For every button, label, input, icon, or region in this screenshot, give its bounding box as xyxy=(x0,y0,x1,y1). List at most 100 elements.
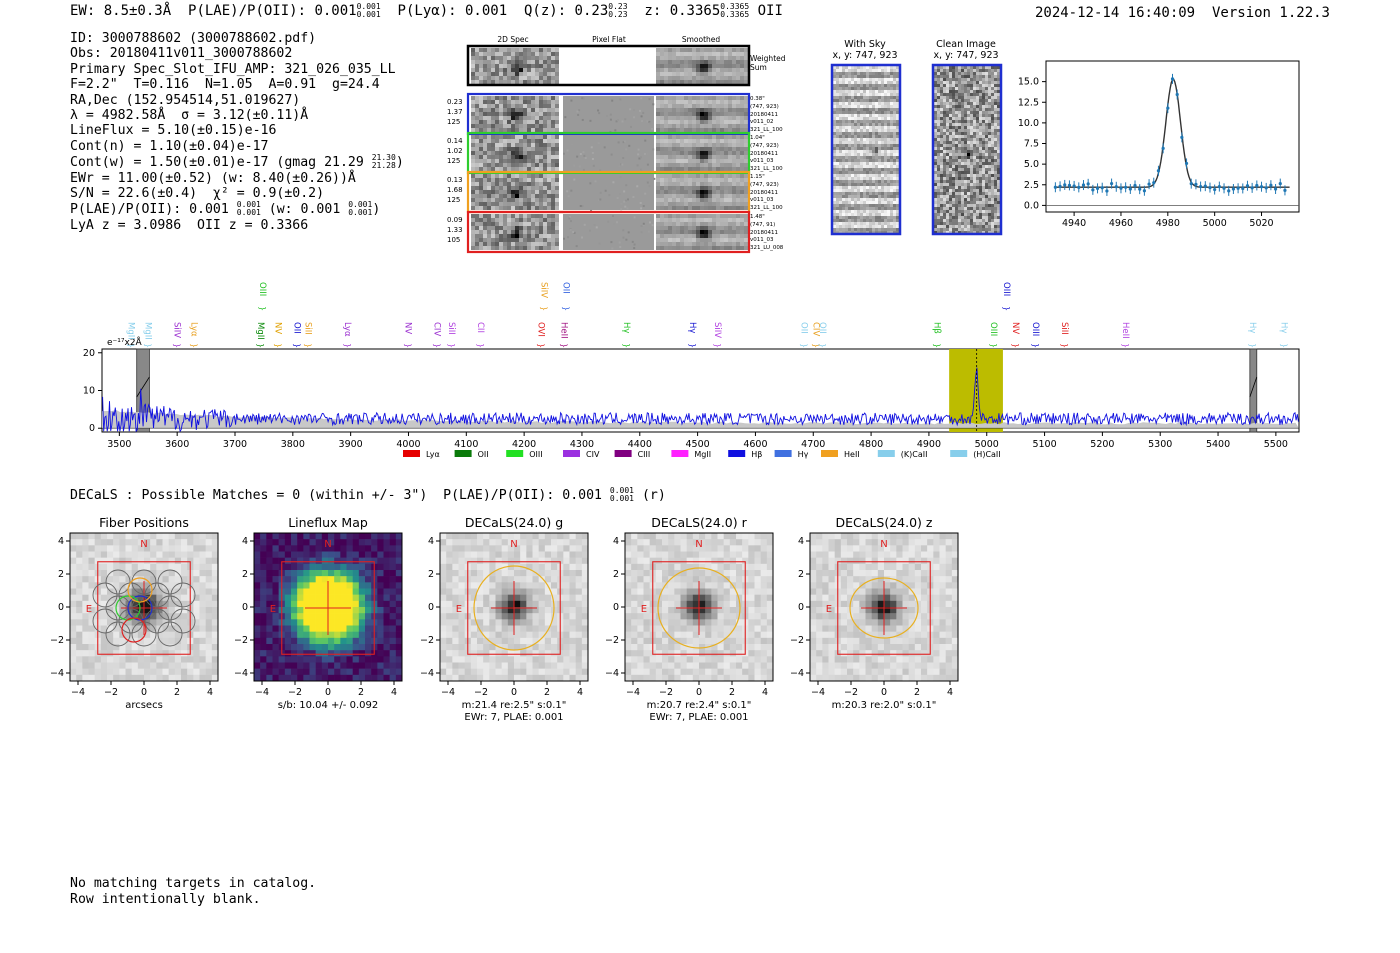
with-sky-pixel xyxy=(851,207,854,210)
clean-pixel xyxy=(988,114,991,117)
clean-pixel xyxy=(991,174,994,177)
clean-pixel xyxy=(940,135,943,138)
panel-pixel xyxy=(162,607,169,614)
panel-pixel xyxy=(193,594,200,602)
clean-pixel xyxy=(940,183,943,186)
clean-pixel xyxy=(994,159,997,162)
panel-pixel xyxy=(365,576,372,583)
panel-pixel xyxy=(328,637,335,645)
with-sky-pixel xyxy=(833,192,836,195)
clean-pixel xyxy=(997,87,1000,90)
panel-pixel xyxy=(278,625,286,632)
clean-pixel xyxy=(970,222,973,225)
panel-pixel xyxy=(446,594,453,602)
clean-pixel xyxy=(991,117,994,120)
clean-pixel xyxy=(964,114,967,117)
with-sky-pixel xyxy=(863,147,866,150)
clean-pixel xyxy=(967,93,970,96)
clean-pixel xyxy=(949,180,952,183)
spectrum-line-label-brace: } xyxy=(343,343,352,348)
panel-pixel xyxy=(156,619,163,626)
panel-pixel xyxy=(119,662,126,669)
with-sky-pixel xyxy=(869,213,872,216)
panel-pixel xyxy=(205,668,213,676)
panel-pixel xyxy=(193,551,200,558)
with-sky-pixel xyxy=(860,165,863,168)
panel-pixel xyxy=(150,637,157,645)
with-sky-pixel xyxy=(851,183,854,186)
panel-pixel xyxy=(557,625,564,632)
panel-pixel xyxy=(470,588,478,595)
with-sky-pixel xyxy=(866,111,869,114)
panel-pixel xyxy=(82,594,89,602)
spectrum-line-label-text: OII xyxy=(817,322,827,334)
panel-pixel xyxy=(260,644,267,651)
panel-pixel xyxy=(340,582,347,589)
panel-pixel xyxy=(495,607,502,614)
with-sky-pixel xyxy=(845,144,848,147)
spectrum-line-label: OII} xyxy=(817,322,827,348)
clean-pixel xyxy=(970,144,973,147)
panel-pixel xyxy=(284,539,292,546)
clean-pixel xyxy=(934,150,937,153)
panel-pixel xyxy=(113,545,120,552)
with-sky-pixel xyxy=(848,90,851,93)
clean-pixel xyxy=(964,96,967,99)
panel-pixel xyxy=(748,582,755,589)
panel-pixel xyxy=(340,662,347,669)
with-sky-pixel xyxy=(872,75,875,78)
clean-pixel xyxy=(949,147,952,150)
clean-pixel xyxy=(973,105,976,108)
with-sky-pixel xyxy=(890,78,893,81)
with-sky-pixel xyxy=(872,144,875,147)
with-sky-pixel xyxy=(845,78,848,81)
with-sky-pixel xyxy=(842,216,845,219)
with-sky-pixel xyxy=(869,120,872,123)
with-sky-pixel xyxy=(884,225,887,228)
panel-pixel xyxy=(260,607,267,614)
clean-pixel xyxy=(973,198,976,201)
panel-pixel xyxy=(736,533,743,540)
panel-pixel xyxy=(557,613,564,620)
clean-pixel xyxy=(988,81,991,84)
panel-pixel xyxy=(395,625,403,632)
clean-pixel xyxy=(982,132,985,135)
with-sky-pixel xyxy=(881,108,884,111)
panel-pixel xyxy=(100,662,108,669)
clean-pixel xyxy=(982,174,985,177)
clean-pixel xyxy=(979,159,982,162)
clean-pixel xyxy=(934,102,937,105)
clean-pixel xyxy=(952,219,955,222)
panel-pixel xyxy=(205,563,213,571)
legend-swatch xyxy=(614,450,632,457)
with-sky-pixel xyxy=(860,207,863,210)
panel-pixel xyxy=(284,533,292,540)
with-sky-pixel xyxy=(875,132,878,135)
with-sky-pixel xyxy=(833,204,836,207)
with-sky-pixel xyxy=(839,102,842,105)
panel-pixel xyxy=(631,557,638,565)
with-sky-pixel xyxy=(848,138,851,141)
panel-pixel xyxy=(371,631,378,639)
clean-pixel xyxy=(961,69,964,72)
panel-pixel xyxy=(358,563,366,571)
panel-pixel xyxy=(383,674,390,682)
panel-pixel xyxy=(205,582,213,589)
clean-pixel xyxy=(997,186,1000,189)
clean-pixel xyxy=(961,126,964,129)
with-sky-pixel xyxy=(836,156,839,159)
clean-pixel xyxy=(952,180,955,183)
with-sky-pixel xyxy=(881,210,884,213)
timestamp: 2024-12-14 16:40:09 xyxy=(1034,5,1196,21)
panel-pixel xyxy=(100,570,108,577)
clean-pixel xyxy=(982,159,985,162)
with-sky-pixel xyxy=(860,162,863,165)
panel-pixel xyxy=(125,545,132,552)
panel-pixel xyxy=(365,631,372,639)
panel-pixel xyxy=(520,563,527,571)
panel-pixel xyxy=(107,539,114,546)
with-sky-pixel xyxy=(863,132,866,135)
clean-pixel xyxy=(976,159,979,162)
panel-pixel xyxy=(187,539,194,546)
with-sky-pixel xyxy=(857,174,860,177)
